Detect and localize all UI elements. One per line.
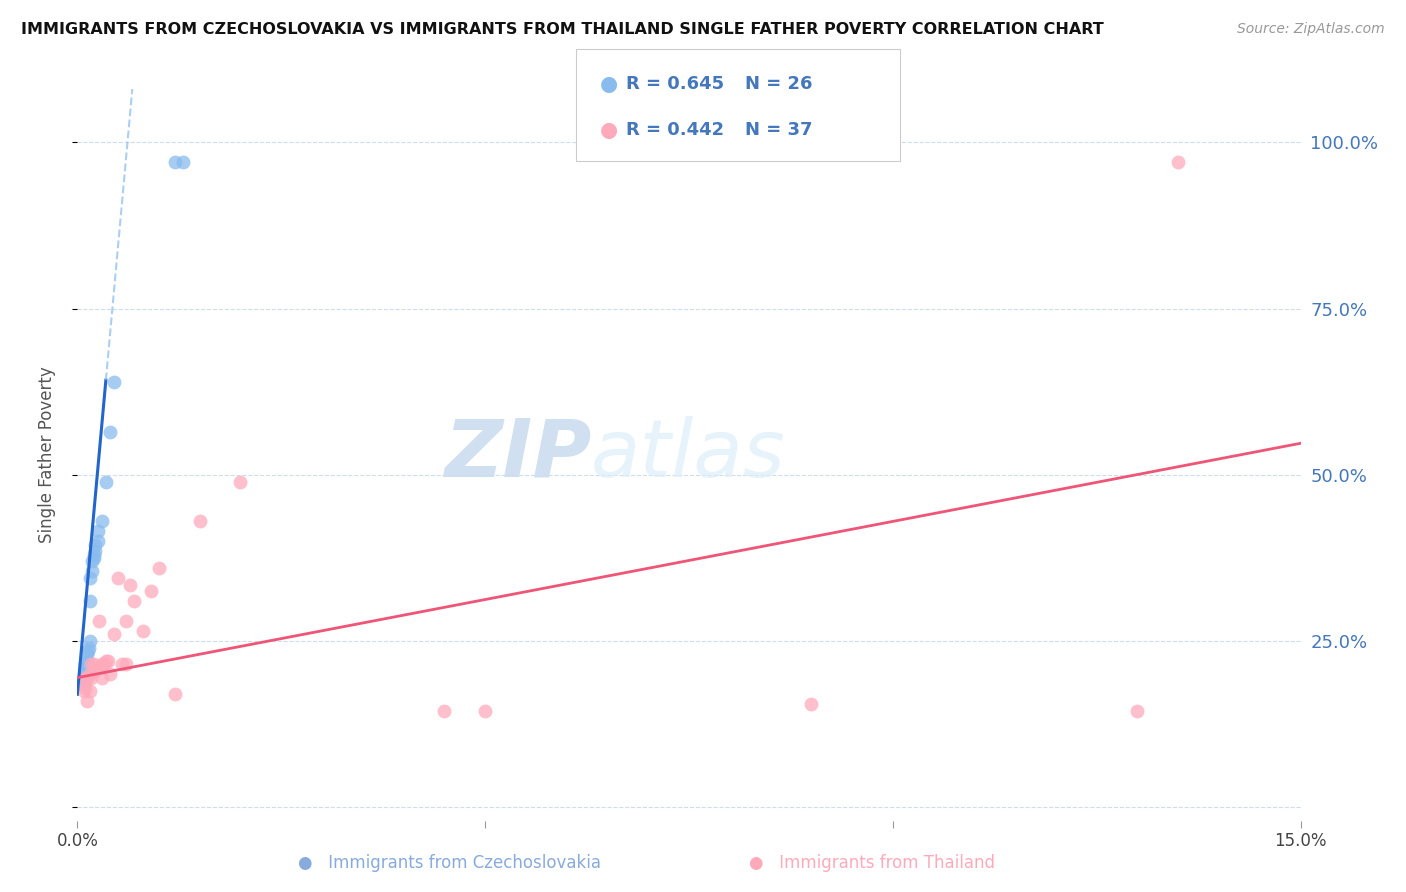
Y-axis label: Single Father Poverty: Single Father Poverty bbox=[38, 367, 56, 543]
Point bbox=[111, 657, 134, 672]
Point bbox=[97, 654, 120, 668]
Point bbox=[83, 548, 105, 562]
Point bbox=[77, 640, 100, 655]
Point bbox=[103, 627, 125, 641]
Point bbox=[93, 657, 115, 672]
Point bbox=[103, 375, 125, 389]
Point bbox=[1167, 155, 1189, 169]
Point bbox=[83, 551, 105, 566]
Point bbox=[79, 634, 101, 648]
Text: N = 26: N = 26 bbox=[745, 75, 813, 94]
Point bbox=[474, 704, 496, 718]
Point bbox=[79, 571, 101, 585]
Point bbox=[800, 698, 823, 712]
Point bbox=[73, 671, 96, 685]
Point bbox=[98, 667, 121, 681]
Point bbox=[172, 155, 194, 169]
Point bbox=[84, 544, 107, 558]
Point bbox=[76, 654, 98, 668]
Point bbox=[75, 661, 97, 675]
Text: ZIP: ZIP bbox=[444, 416, 591, 494]
Point bbox=[80, 671, 103, 685]
Point bbox=[75, 671, 97, 685]
Point bbox=[90, 515, 112, 529]
Point bbox=[87, 661, 110, 675]
Point bbox=[131, 624, 153, 639]
Point bbox=[120, 577, 142, 591]
Point bbox=[84, 664, 107, 678]
Point bbox=[124, 594, 146, 608]
Point bbox=[139, 584, 162, 599]
Point bbox=[90, 657, 112, 672]
Point bbox=[229, 475, 252, 489]
Text: IMMIGRANTS FROM CZECHOSLOVAKIA VS IMMIGRANTS FROM THAILAND SINGLE FATHER POVERTY: IMMIGRANTS FROM CZECHOSLOVAKIA VS IMMIGR… bbox=[21, 22, 1104, 37]
Point bbox=[148, 561, 170, 575]
Point bbox=[107, 571, 129, 585]
Point bbox=[79, 684, 101, 698]
Point bbox=[94, 475, 117, 489]
Point bbox=[77, 644, 100, 658]
Point bbox=[76, 648, 98, 662]
Point bbox=[79, 594, 101, 608]
Point bbox=[80, 564, 103, 578]
Point bbox=[75, 681, 97, 695]
Point bbox=[115, 614, 138, 628]
Point bbox=[73, 684, 96, 698]
Point bbox=[94, 654, 117, 668]
Point bbox=[80, 554, 103, 568]
Point bbox=[84, 538, 107, 552]
Point bbox=[75, 657, 97, 672]
Point bbox=[76, 694, 98, 708]
Point bbox=[1126, 704, 1149, 718]
Point bbox=[98, 425, 121, 439]
Point bbox=[115, 657, 138, 672]
Point bbox=[89, 614, 111, 628]
Text: R = 0.442: R = 0.442 bbox=[626, 121, 724, 139]
Point bbox=[433, 704, 456, 718]
Text: ●: ● bbox=[600, 74, 619, 95]
Point bbox=[87, 524, 110, 539]
Point bbox=[90, 671, 112, 685]
Text: atlas: atlas bbox=[591, 416, 786, 494]
Point bbox=[165, 687, 187, 701]
Text: ●   Immigrants from Czechoslovakia: ● Immigrants from Czechoslovakia bbox=[298, 855, 602, 872]
Text: R = 0.645: R = 0.645 bbox=[626, 75, 724, 94]
Text: N = 37: N = 37 bbox=[745, 121, 813, 139]
Point bbox=[79, 667, 101, 681]
Point bbox=[87, 534, 110, 549]
Text: ●: ● bbox=[600, 120, 619, 140]
Point bbox=[83, 657, 105, 672]
Point bbox=[76, 671, 98, 685]
Point bbox=[165, 155, 187, 169]
Text: Source: ZipAtlas.com: Source: ZipAtlas.com bbox=[1237, 22, 1385, 37]
Point bbox=[188, 515, 211, 529]
Point bbox=[75, 667, 97, 681]
Text: ●   Immigrants from Thailand: ● Immigrants from Thailand bbox=[749, 855, 994, 872]
Point bbox=[80, 657, 103, 672]
Point bbox=[73, 677, 96, 691]
